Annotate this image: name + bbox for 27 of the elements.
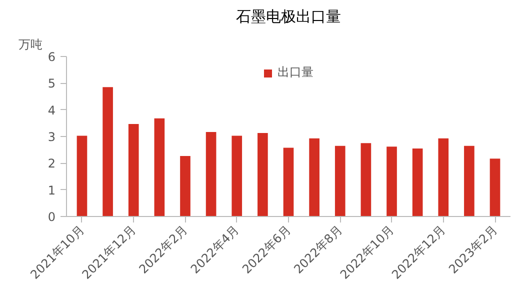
chart-title: 石墨电极出口量 xyxy=(236,8,341,26)
y-tick-label: 1 xyxy=(48,183,56,198)
bar xyxy=(334,146,346,216)
bar xyxy=(386,146,397,216)
bar xyxy=(412,148,423,216)
y-axis-title: 万吨 xyxy=(18,38,42,52)
bar xyxy=(464,146,474,216)
bar xyxy=(76,136,88,216)
y-tick-label: 3 xyxy=(48,130,56,144)
bar xyxy=(258,133,268,216)
legend-label: 出口量 xyxy=(278,64,314,81)
bar xyxy=(102,87,113,216)
y-tick-label: 4 xyxy=(48,103,56,118)
bar xyxy=(180,156,190,216)
bar xyxy=(360,143,372,216)
bar xyxy=(438,138,449,216)
bar xyxy=(154,118,165,216)
bar xyxy=(206,132,216,216)
bar xyxy=(283,148,294,216)
y-tick-label: 5 xyxy=(48,76,56,91)
bar xyxy=(128,124,139,216)
y-tick-label: 6 xyxy=(48,50,56,64)
bar xyxy=(309,138,320,216)
y-tick-label: 2 xyxy=(48,156,56,171)
y-tick-label: 0 xyxy=(48,210,56,224)
bar xyxy=(232,136,242,216)
bar xyxy=(490,158,500,216)
